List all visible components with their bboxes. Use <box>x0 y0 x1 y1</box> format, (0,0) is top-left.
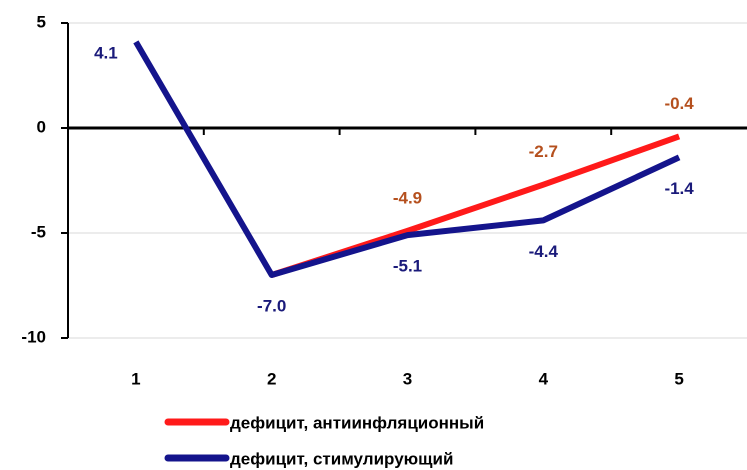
data-label: -2.7 <box>529 142 558 161</box>
legend-label: дефицит, антиинфляционный <box>230 413 484 432</box>
y-tick-label: 5 <box>37 12 46 31</box>
x-tick-label: 5 <box>674 369 683 388</box>
x-tick-label: 2 <box>267 369 276 388</box>
data-label: -4.9 <box>393 188 422 207</box>
data-label: -0.4 <box>664 94 694 113</box>
data-label: -5.1 <box>393 257 422 276</box>
series-line <box>133 40 681 278</box>
y-tick-label: -10 <box>21 327 46 346</box>
x-tick-label: 4 <box>539 369 549 388</box>
x-tick-label: 3 <box>403 369 412 388</box>
data-label: -1.4 <box>664 179 694 198</box>
legend-label: дефицит, стимулирующий <box>230 449 453 468</box>
x-tick-label: 1 <box>131 369 140 388</box>
y-tick-label: -5 <box>31 222 46 241</box>
data-label: 4.1 <box>94 43 118 62</box>
y-tick-label: 0 <box>37 117 46 136</box>
data-label: -7.0 <box>257 296 286 315</box>
data-label: -4.4 <box>529 242 559 261</box>
